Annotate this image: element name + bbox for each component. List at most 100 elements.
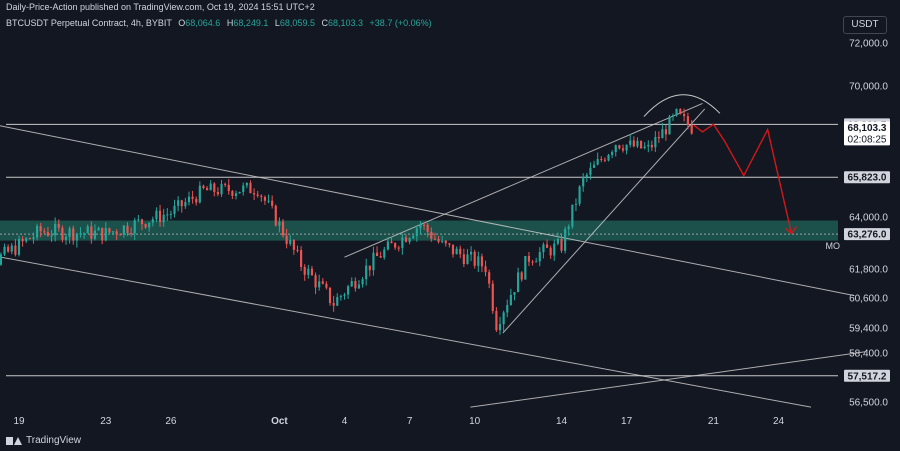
y-axis-tick-label: 56,500.0 [849, 398, 888, 409]
candle-body [379, 256, 382, 258]
candle-body [54, 223, 57, 236]
candle-body [0, 254, 3, 265]
candle-body [242, 185, 245, 192]
x-axis-tick-label: 23 [100, 416, 112, 427]
candle-body [375, 252, 379, 257]
candle-body [675, 109, 678, 116]
legend-open-label: O [178, 18, 185, 28]
projection-line [693, 123, 793, 234]
top-arc [643, 94, 721, 117]
candle-body [556, 238, 559, 244]
candle-body [571, 204, 574, 227]
candle-body [148, 222, 151, 228]
candle-body [205, 188, 209, 191]
candle-body [195, 198, 198, 203]
legend-close: 68,103.3 [328, 18, 363, 28]
candle-body [661, 129, 664, 139]
candle-body [578, 186, 581, 204]
price-tag-level [844, 369, 890, 382]
candle-body [234, 193, 238, 196]
candle-body [35, 226, 39, 238]
tradingview-logo-icon [6, 436, 22, 446]
candle-body [162, 214, 165, 223]
candle-body [336, 297, 339, 306]
candle-body [224, 183, 227, 185]
candle-body [83, 233, 86, 235]
level-note: MO [826, 241, 841, 251]
currency-selector[interactable]: USDT [843, 16, 887, 34]
candle-body [307, 268, 310, 275]
candle-body [310, 268, 314, 276]
candle-body [636, 140, 639, 147]
candle-body [618, 145, 621, 149]
candle-body [361, 279, 364, 285]
footer-brand: TradingView [26, 435, 82, 446]
candle-body [46, 232, 50, 236]
legend-symbol: BTCUSDT Perpetual Contract, 4h, BYBIT [6, 18, 172, 28]
candle-body [75, 233, 78, 241]
candle-body [296, 249, 299, 251]
candle-body [426, 224, 429, 232]
candle-body [582, 176, 585, 187]
candle-body [683, 113, 686, 117]
candle-body [260, 195, 263, 197]
candle-body [433, 238, 437, 240]
candle-body [357, 284, 361, 289]
x-axis-tick-label: 19 [13, 416, 25, 427]
y-axis-tick-label: 60,600.0 [849, 294, 888, 305]
candle-body [455, 248, 458, 255]
candle-body [14, 245, 17, 255]
candle-body [158, 210, 162, 223]
candle-body [643, 146, 646, 149]
candle-body [567, 226, 570, 230]
candle-body [459, 248, 462, 255]
candle-body [564, 229, 567, 251]
candle-body [506, 305, 509, 313]
candle-body [531, 261, 534, 263]
candle-body [664, 129, 668, 135]
candle-body [560, 238, 563, 251]
candle-body [274, 205, 277, 226]
candle-body [166, 214, 169, 216]
price-tag-level [844, 171, 890, 184]
candle-body [343, 294, 346, 296]
candle-body [263, 196, 267, 201]
candle-body [524, 256, 527, 280]
candle-body [621, 148, 625, 151]
candle-body [64, 236, 68, 240]
svg-text:BTCUSDT Perpetual Contract, 4h: BTCUSDT Perpetual Contract, 4h, BYBIT O 6… [6, 18, 432, 28]
candle-body [679, 109, 682, 114]
candle-body [650, 144, 653, 148]
candle-body [347, 286, 350, 295]
candle-body [173, 205, 176, 214]
legend-low-label: L [275, 18, 280, 28]
candle-body [79, 233, 82, 235]
candle-body [7, 246, 10, 252]
candle-body [21, 239, 24, 242]
candle-body [72, 228, 75, 241]
candle-body [607, 154, 610, 161]
legend-change: +38.7 (+0.06%) [370, 18, 432, 28]
candle-body [216, 192, 220, 195]
ohlc-legend: BTCUSDT Perpetual Contract, 4h, BYBIT O 6… [6, 18, 432, 28]
candle-body [61, 227, 64, 240]
candle-body [495, 310, 498, 331]
candle-body [177, 200, 180, 206]
y-axis-tick-label: 72,000.0 [849, 39, 888, 50]
candle-body [625, 144, 628, 151]
trend-lines [0, 94, 866, 408]
candle-body [473, 251, 476, 266]
candle-body [184, 202, 187, 207]
candle-body [397, 247, 400, 249]
candle-body [93, 230, 97, 239]
footer: TradingView [0, 430, 900, 451]
candle-body [647, 144, 650, 147]
x-axis-tick-label: 4 [342, 416, 348, 427]
candle-body [155, 210, 158, 220]
candle-body [314, 275, 317, 288]
candle-body [690, 124, 693, 134]
candle-body [498, 324, 502, 331]
candle-body [629, 140, 632, 145]
candle-body [477, 256, 480, 266]
